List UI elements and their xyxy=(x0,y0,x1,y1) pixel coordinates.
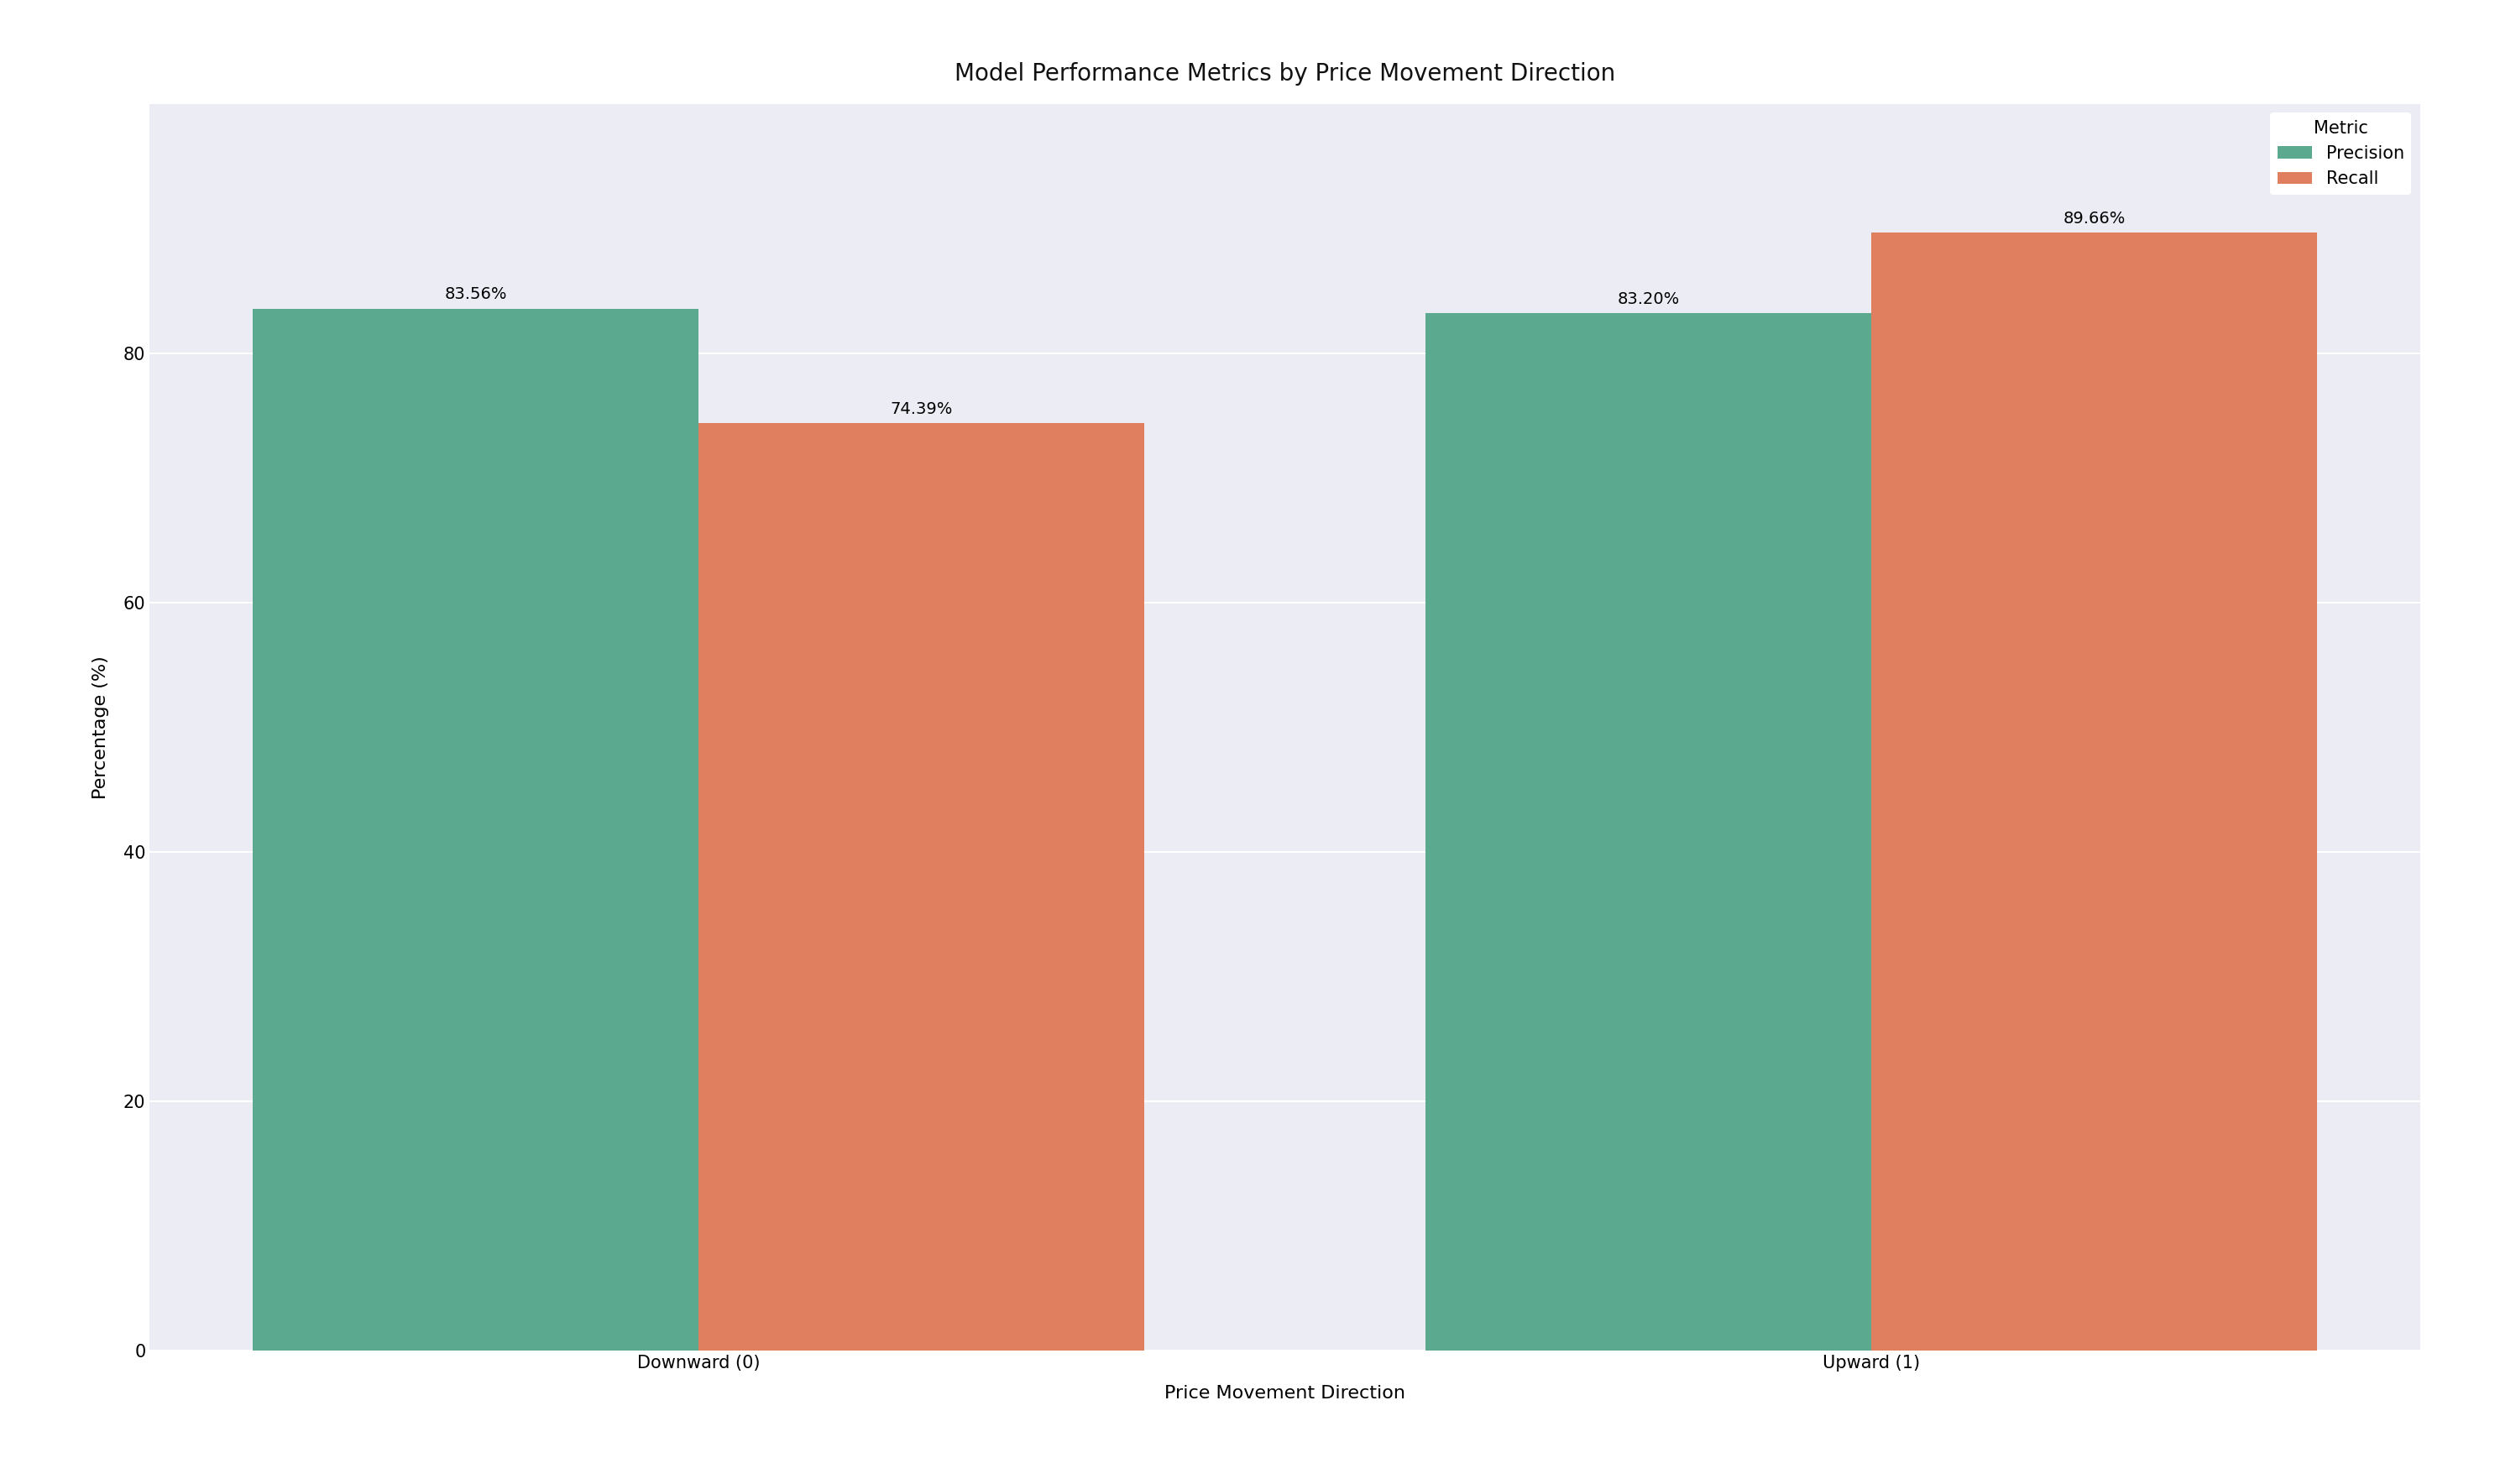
Legend: Precision, Recall: Precision, Recall xyxy=(2270,113,2410,194)
Text: 83.20%: 83.20% xyxy=(1617,291,1679,307)
X-axis label: Price Movement Direction: Price Movement Direction xyxy=(1165,1385,1405,1402)
Text: 83.56%: 83.56% xyxy=(444,286,506,303)
Bar xyxy=(1425,313,1871,1350)
Bar xyxy=(699,423,1145,1350)
Y-axis label: Percentage (%): Percentage (%) xyxy=(92,656,110,798)
Bar xyxy=(252,309,699,1350)
Text: 74.39%: 74.39% xyxy=(891,401,953,417)
Text: 89.66%: 89.66% xyxy=(2063,211,2126,227)
Title: Model Performance Metrics by Price Movement Direction: Model Performance Metrics by Price Movem… xyxy=(956,62,1614,86)
Bar xyxy=(1871,233,2318,1350)
